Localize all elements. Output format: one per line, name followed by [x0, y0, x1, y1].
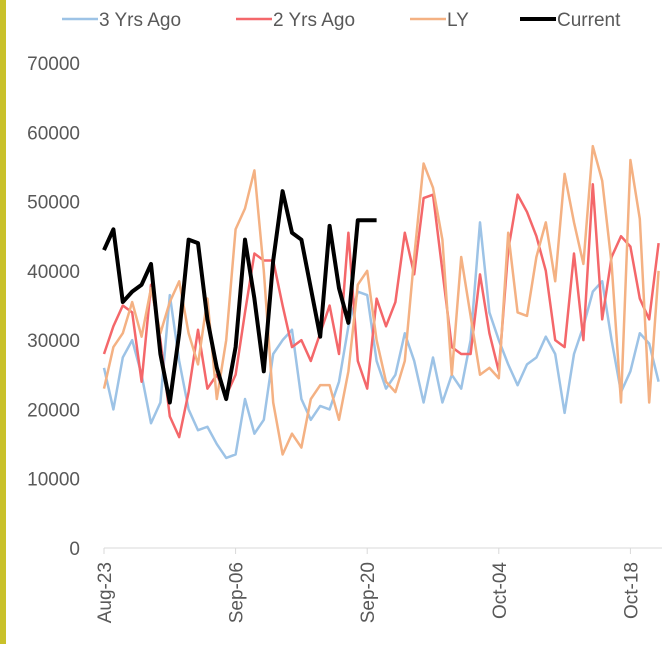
series-line — [102, 189, 377, 405]
y-tick-label: 30000 — [27, 331, 80, 352]
x-tick-label: Oct-04 — [490, 562, 511, 619]
y-tick-label: 40000 — [27, 262, 80, 283]
legend-label: 3 Yrs Ago — [99, 10, 181, 31]
y-tick-label: 50000 — [27, 193, 80, 214]
x-tick-label: Aug-23 — [95, 562, 116, 623]
series-line — [102, 221, 660, 460]
y-tick-label: 20000 — [27, 400, 80, 421]
legend-label: 2 Yrs Ago — [273, 10, 355, 31]
y-tick-label: 70000 — [27, 54, 80, 75]
x-tick-label: Sep-20 — [358, 562, 379, 623]
legend-label: Current — [557, 10, 621, 31]
x-tick-label: Oct-18 — [621, 562, 642, 619]
x-tick-label: Sep-06 — [227, 562, 248, 623]
left-border — [0, 0, 6, 644]
series-line — [102, 183, 660, 439]
series-line — [102, 144, 660, 456]
y-tick-label: 10000 — [27, 470, 80, 491]
y-tick-label: 60000 — [27, 123, 80, 144]
y-tick-label: 0 — [69, 539, 80, 560]
legend-label: LY — [447, 10, 469, 31]
